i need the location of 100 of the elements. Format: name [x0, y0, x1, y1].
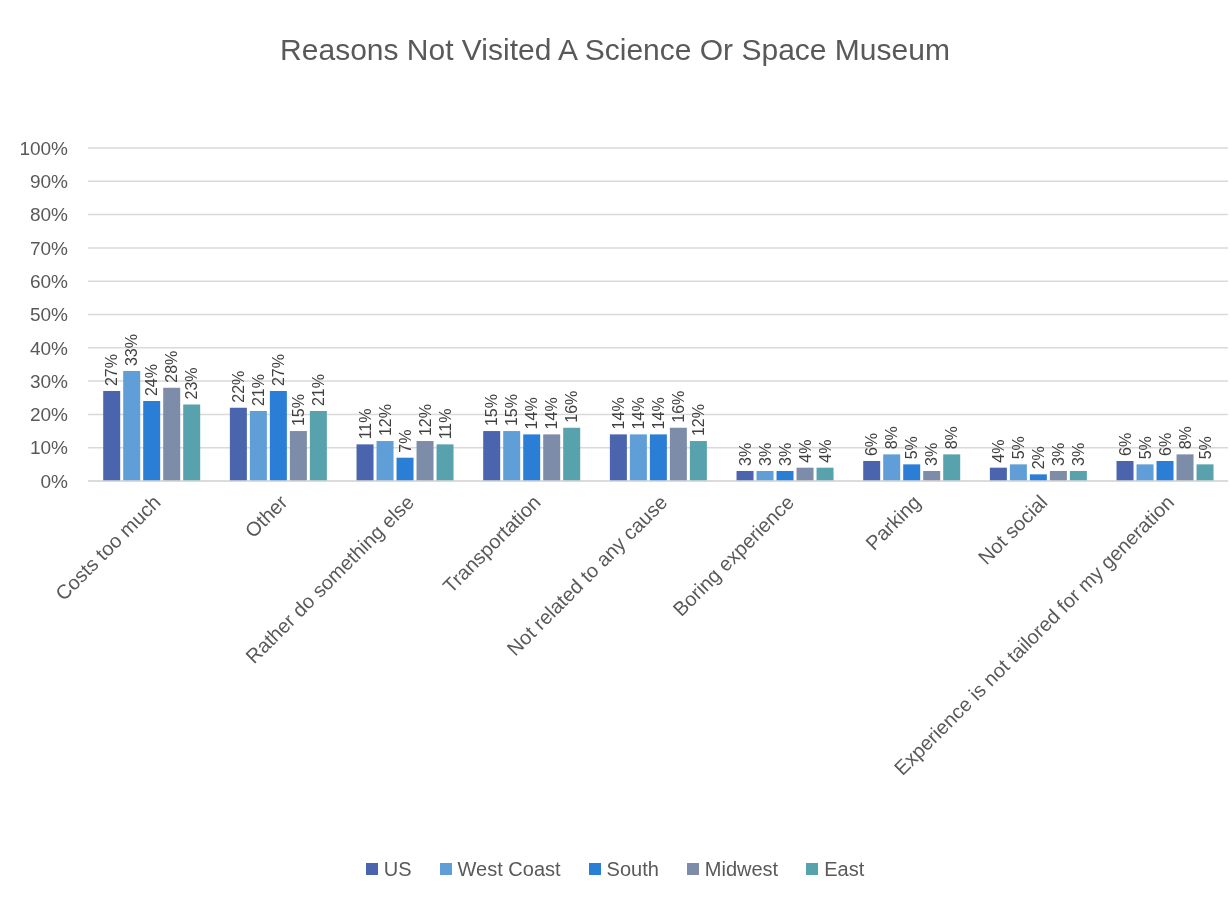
- data-label: 27%: [103, 354, 121, 387]
- data-label: 23%: [183, 367, 201, 400]
- bar: [1029, 474, 1047, 481]
- data-label: 5%: [1196, 436, 1214, 460]
- bar: [1136, 464, 1154, 481]
- data-label: 14%: [523, 397, 541, 430]
- y-tick-label: 70%: [29, 237, 69, 259]
- bar: [436, 444, 454, 481]
- y-tick-label: 10%: [29, 437, 69, 459]
- bar: [943, 454, 961, 481]
- bar: [669, 427, 687, 481]
- y-tick-label: 30%: [29, 370, 69, 392]
- data-label: 21%: [249, 374, 267, 407]
- bar: [1116, 461, 1134, 481]
- bar: [776, 471, 794, 481]
- data-label: 6%: [1116, 432, 1134, 457]
- data-label: 16%: [669, 390, 687, 423]
- y-tick-label: 50%: [29, 304, 69, 326]
- bar: [269, 391, 287, 481]
- bar: [309, 411, 327, 481]
- bar: [523, 434, 541, 481]
- data-label: 3%: [736, 442, 754, 467]
- data-label: 14%: [543, 397, 561, 430]
- data-label: 4%: [796, 439, 814, 463]
- y-tick-label: 80%: [29, 204, 69, 226]
- bar: [736, 471, 754, 481]
- data-label: 3%: [776, 442, 794, 467]
- data-label: 3%: [756, 442, 774, 467]
- data-label: 12%: [689, 404, 707, 437]
- data-label: 4%: [989, 439, 1007, 463]
- legend-label: West Coast: [457, 857, 561, 881]
- data-label: 11%: [356, 408, 374, 440]
- y-tick-label: 0%: [40, 470, 69, 492]
- bar: [249, 411, 267, 481]
- bar: [143, 401, 161, 481]
- data-label: 3%: [923, 442, 941, 467]
- bar: [396, 457, 414, 481]
- data-label: 7%: [396, 429, 414, 453]
- bar: [356, 444, 374, 481]
- bar: [1176, 454, 1194, 481]
- bar: [1069, 471, 1087, 481]
- bar: [503, 431, 521, 481]
- y-tick-label: 20%: [29, 404, 69, 426]
- data-label: 5%: [1009, 436, 1027, 460]
- bar: [989, 467, 1007, 481]
- bar: [756, 471, 774, 481]
- bar: [1156, 461, 1174, 481]
- y-tick-label: 60%: [29, 270, 69, 292]
- bar: [883, 454, 901, 481]
- bar: [483, 431, 501, 481]
- bar: [416, 441, 434, 481]
- data-label: 8%: [883, 426, 901, 450]
- y-tick-label: 90%: [29, 171, 69, 193]
- data-label: 24%: [143, 364, 161, 397]
- legend-label: Midwest: [704, 857, 779, 881]
- bar: [649, 434, 667, 481]
- y-tick-label: 40%: [29, 337, 69, 359]
- legend-label: US: [383, 857, 412, 881]
- data-label: 22%: [229, 370, 247, 403]
- bar: [103, 391, 121, 481]
- data-label: 14%: [629, 397, 647, 430]
- chart-title: Reasons Not Visited A Science Or Space Museum: [279, 32, 951, 68]
- bar: [123, 371, 141, 481]
- data-label: 5%: [1136, 436, 1154, 460]
- data-label: 5%: [903, 436, 921, 460]
- data-label: 16%: [563, 390, 581, 423]
- data-label: 14%: [609, 397, 627, 430]
- data-label: 6%: [1156, 432, 1174, 457]
- bar: [229, 407, 247, 481]
- data-label: 8%: [1176, 426, 1194, 450]
- bar: [376, 441, 394, 481]
- bar: [1196, 464, 1214, 481]
- bar: [609, 434, 627, 481]
- data-label: 3%: [1049, 442, 1067, 467]
- bar: [563, 427, 581, 481]
- bar: [903, 464, 921, 481]
- y-tick-label: 100%: [19, 137, 69, 159]
- data-label: 4%: [816, 439, 834, 463]
- bar: [923, 471, 941, 481]
- bar: [289, 431, 307, 481]
- bar: [1049, 471, 1067, 481]
- legend-label: South: [606, 857, 659, 881]
- bar: [863, 461, 881, 481]
- data-label: 33%: [123, 334, 141, 367]
- data-label: 15%: [289, 394, 307, 427]
- data-label: 12%: [376, 404, 394, 437]
- bar: [1009, 464, 1027, 481]
- legend-label: East: [824, 857, 865, 881]
- bar: [543, 434, 561, 481]
- data-label: 2%: [1029, 446, 1047, 470]
- data-label: 8%: [943, 426, 961, 450]
- data-label: 15%: [503, 394, 521, 427]
- data-label: 3%: [1069, 442, 1087, 467]
- bar: [816, 467, 834, 481]
- data-label: 11%: [436, 408, 454, 440]
- data-label: 28%: [163, 350, 181, 383]
- bar: [796, 467, 814, 481]
- data-label: 12%: [416, 404, 434, 437]
- bar: [163, 387, 181, 481]
- data-label: 14%: [649, 397, 667, 430]
